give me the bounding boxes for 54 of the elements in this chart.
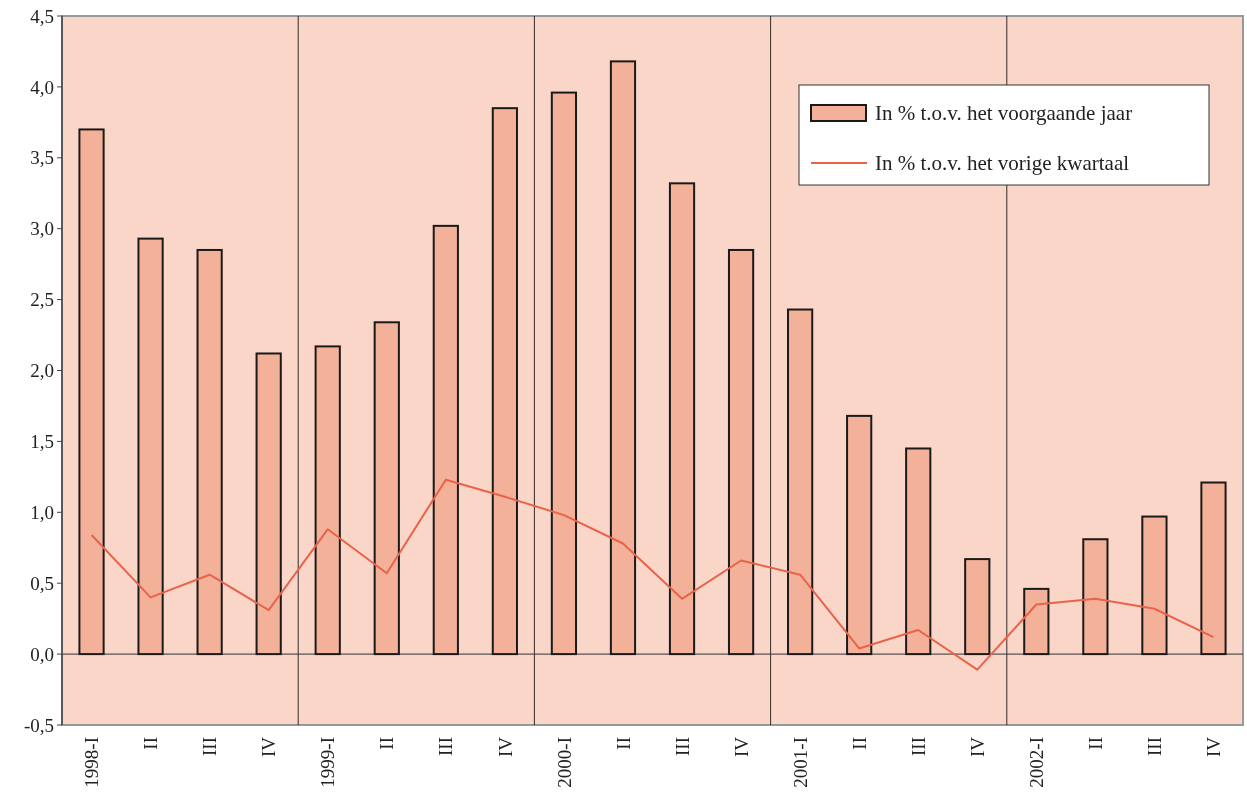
x-tick-label: 2001-I [789,737,811,788]
x-tick-label: IV [258,736,280,758]
bar [1141,515,1168,656]
y-tick-label: 4,5 [30,5,54,27]
bar [846,414,873,656]
y-tick-label: 3,0 [30,218,54,240]
x-tick-label: II [1085,737,1107,750]
x-tick-label: III [671,737,693,756]
bar [550,91,578,656]
x-tick-label: III [907,737,929,756]
bar [432,224,459,656]
bar [255,352,282,656]
line-series [90,478,1215,671]
y-tick-label: 3,5 [30,147,54,169]
y-tick-label: 2,5 [30,289,54,311]
bar [78,128,105,656]
x-tick-label: III [435,737,457,756]
y-tick-label: 1,0 [30,501,54,523]
y-tick-label: 2,0 [30,360,54,382]
bar [609,60,637,656]
y-tick-label: -0,5 [23,714,54,736]
x-tick-label: 2002-I [1025,737,1047,788]
bar [1200,481,1227,656]
y-tick-label: 0,5 [30,572,54,594]
x-tick-label: II [376,737,398,750]
x-tick-label: 2000-I [553,737,575,788]
y-tick-label: 0,0 [30,643,54,665]
bar [373,321,400,656]
bar [905,447,932,656]
y-tick-label: 4,0 [30,76,54,98]
x-tick-label: III [199,737,221,756]
x-tick-label: III [1144,737,1166,756]
bar [491,107,518,656]
bar [196,248,223,656]
bar [668,182,696,656]
legend-label: In % t.o.v. het vorige kwartaal [875,151,1130,176]
x-tick-label: 1998-I [81,737,103,788]
bar [727,248,755,656]
x-tick-label: II [612,737,634,750]
x-tick-label: IV [730,736,752,758]
bar [1082,538,1109,656]
x-tick-label: II [848,737,870,750]
bar [137,237,164,656]
x-tick-label: IV [966,736,988,758]
x-tick-label: 1999-I [317,737,339,788]
bar [314,345,341,656]
x-tick-label: IV [1203,736,1225,758]
y-tick-label: 1,5 [30,431,54,453]
x-tick-label: II [140,737,162,750]
bar [1023,587,1050,656]
bar [787,308,814,656]
legend-label: In % t.o.v. het voorgaande jaar [875,101,1133,126]
bar [964,558,991,656]
x-tick-label: IV [494,736,516,758]
